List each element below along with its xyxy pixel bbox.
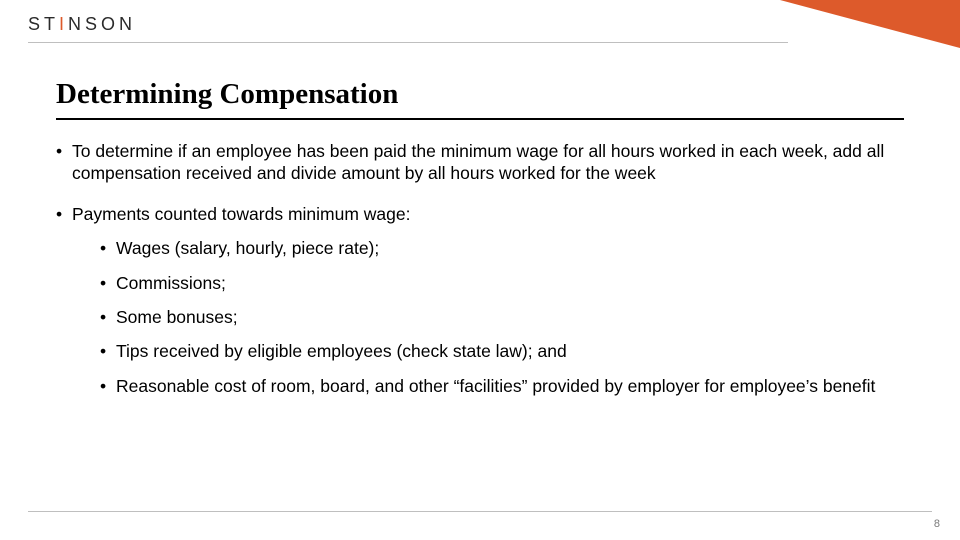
slide-body: • To determine if an employee has been p… xyxy=(56,140,904,419)
bullet-item: • To determine if an employee has been p… xyxy=(56,140,904,185)
sub-bullet-item: • Tips received by eligible employees (c… xyxy=(100,340,896,362)
corner-accent xyxy=(780,0,960,48)
brand-logo: STINSON xyxy=(28,14,136,35)
bullet-item: • Payments counted towards minimum wage:… xyxy=(56,203,904,401)
bullet-text: To determine if an employee has been pai… xyxy=(72,140,904,185)
bullet-glyph: • xyxy=(56,140,72,185)
bullet-glyph: • xyxy=(100,306,116,328)
page-number: 8 xyxy=(934,518,940,530)
bullet-glyph: • xyxy=(100,340,116,362)
bullet-glyph: • xyxy=(100,272,116,294)
sub-bullet-item: • Wages (salary, hourly, piece rate); xyxy=(100,237,896,259)
logo-text-prefix: ST xyxy=(28,14,59,34)
bullet-glyph: • xyxy=(100,375,116,397)
bullet-text: Payments counted towards minimum wage: xyxy=(72,204,410,224)
slide: STINSON Determining Compensation • To de… xyxy=(0,0,960,540)
logo-text-suffix: NSON xyxy=(68,14,136,34)
bullet-glyph: • xyxy=(100,237,116,259)
sub-bullet-text: Reasonable cost of room, board, and othe… xyxy=(116,375,896,397)
sub-bullet-item: • Reasonable cost of room, board, and ot… xyxy=(100,375,896,397)
top-divider xyxy=(28,42,788,43)
logo-text-accent: I xyxy=(59,14,68,34)
sub-bullet-text: Wages (salary, hourly, piece rate); xyxy=(116,237,896,259)
title-underline xyxy=(56,118,904,120)
bottom-divider xyxy=(28,511,932,512)
slide-title: Determining Compensation xyxy=(56,78,398,111)
sub-bullet-text: Tips received by eligible employees (che… xyxy=(116,340,896,362)
bullet-glyph: • xyxy=(56,203,72,401)
sub-bullet-text: Some bonuses; xyxy=(116,306,896,328)
bullet-text-with-children: Payments counted towards minimum wage: •… xyxy=(72,203,904,401)
sub-bullet-item: • Commissions; xyxy=(100,272,896,294)
sub-bullet-item: • Some bonuses; xyxy=(100,306,896,328)
sub-bullet-text: Commissions; xyxy=(116,272,896,294)
